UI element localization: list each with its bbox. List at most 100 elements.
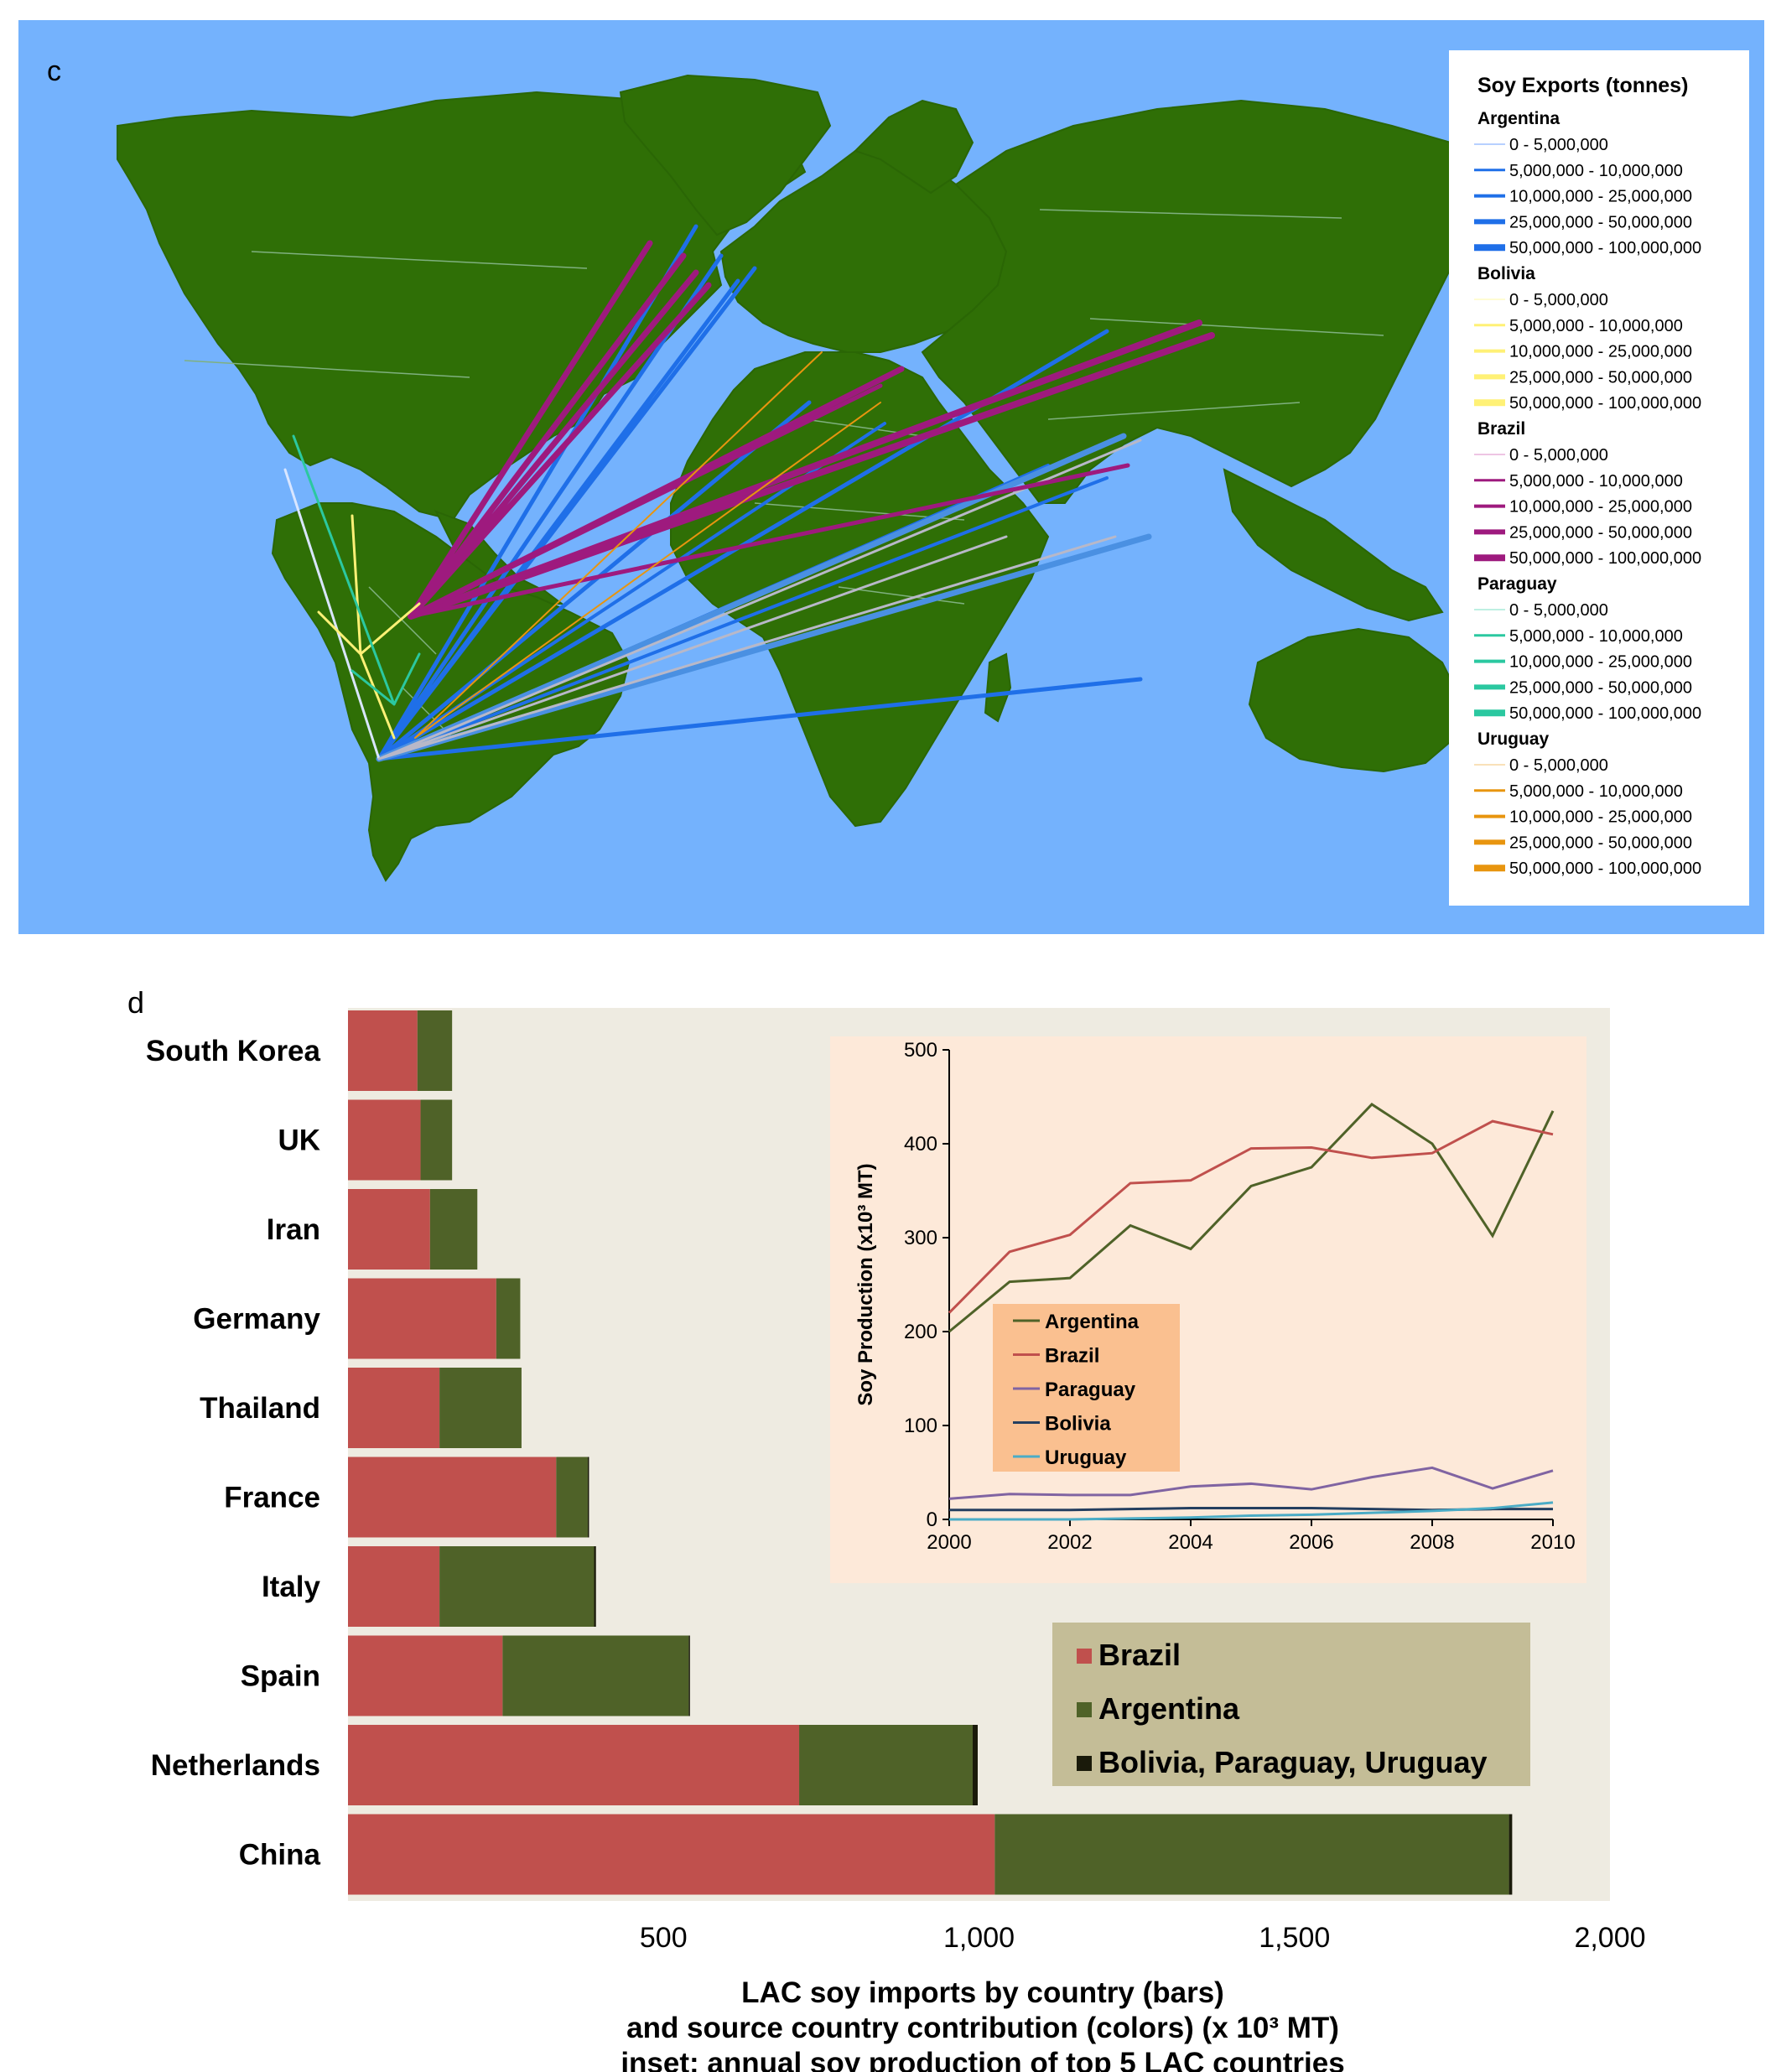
bar-x-axis-label: LAC soy imports by country (bars) and so… xyxy=(621,1976,1344,2072)
inset-legend-items: Argentina Brazil Paraguay Bolivia Uruguay xyxy=(1013,1311,1140,1469)
flows-grey xyxy=(377,439,1142,761)
bar-segment-argentina-south-korea xyxy=(417,1010,453,1091)
x-tick-label: 2,000 xyxy=(1574,1922,1645,1954)
map-legend-class-label: 25,000,000 - 50,000,000 xyxy=(1509,523,1692,542)
map-legend-class-label: 5,000,000 - 10,000,000 xyxy=(1509,472,1683,491)
inset-background xyxy=(830,1036,1586,1583)
bar-segment-argentina-uk xyxy=(420,1099,453,1181)
x-axis-label-line-2: and source country contribution (colors)… xyxy=(626,2012,1339,2044)
map-legend-group-brazil: Brazil xyxy=(1477,419,1525,439)
map-legend-class-label: 10,000,000 - 25,000,000 xyxy=(1509,653,1692,672)
bar-segment-brazil-south-korea xyxy=(348,1010,418,1091)
export-flows xyxy=(283,224,1215,762)
map-legend-class-label: 5,000,000 - 10,000,000 xyxy=(1509,782,1683,801)
landmass-greenland xyxy=(619,74,832,236)
inset-line-paraguay xyxy=(948,1466,1554,1500)
inset-x-tick-label: 2006 xyxy=(1289,1531,1333,1554)
inset-y-tick-label: 400 xyxy=(904,1133,937,1155)
inset-line-uruguay xyxy=(949,1501,1554,1521)
map-legend-class-label: 10,000,000 - 25,000,000 xyxy=(1509,498,1692,517)
landmass-australia xyxy=(1248,627,1461,773)
bar-segment-brazil-china xyxy=(348,1814,995,1895)
inset-y-tick-label: 200 xyxy=(904,1321,937,1343)
inset-x-ticks: 2000 2002 2004 2006 2008 2010 xyxy=(927,1519,1576,1554)
bar-segment-brazil-france xyxy=(348,1457,557,1538)
category-label-italy: Italy xyxy=(262,1571,321,1603)
inset-y-ticks: 0 100 200 300 400 500 xyxy=(904,1039,949,1531)
bar-segment-brazil-uk xyxy=(348,1099,421,1181)
map-legend-class-label: 0 - 5,000,000 xyxy=(1509,136,1608,154)
x-tick-label: 500 xyxy=(640,1922,688,1954)
flows-brazil xyxy=(408,383,1130,619)
panel-c: c xyxy=(18,20,1764,934)
bar-segment-argentina-thailand xyxy=(439,1368,522,1448)
map-legend-group-argentina: Argentina xyxy=(1477,109,1560,128)
map-legend-class-label: 10,000,000 - 25,000,000 xyxy=(1509,188,1692,206)
inset-x-tick-label: 2000 xyxy=(927,1531,971,1554)
flows-brazil-asia-thick xyxy=(408,319,1215,620)
panel-c-letter: c xyxy=(47,55,61,87)
landmass-madagascar xyxy=(984,652,1012,723)
category-label-spain: Spain xyxy=(241,1660,320,1693)
map-legend-box xyxy=(1449,50,1749,906)
map-legend-class-label: 50,000,000 - 100,000,000 xyxy=(1509,704,1701,723)
map-legend-class-label: 5,000,000 - 10,000,000 xyxy=(1509,162,1683,180)
inset-legend-label: Paraguay xyxy=(1045,1379,1136,1401)
category-label-uk: UK xyxy=(278,1124,320,1157)
bar-legend-label: Brazil xyxy=(1098,1638,1181,1672)
panel-d-letter: d xyxy=(127,985,144,1020)
flow-argentina-light xyxy=(283,468,381,761)
flows-argentina-thick xyxy=(376,433,1152,762)
inset-legend-label: Argentina xyxy=(1045,1311,1140,1333)
flows-paraguay xyxy=(292,434,421,706)
map-legend: Soy Exports (tonnes) Argentina 0 - 5,000,… xyxy=(1449,50,1749,906)
bar-segment-argentina-italy xyxy=(439,1546,595,1627)
inset-y-tick-label: 100 xyxy=(904,1415,937,1437)
x-tick-label: 1,500 xyxy=(1259,1922,1330,1954)
category-label-germany: Germany xyxy=(193,1303,320,1336)
category-label-china: China xyxy=(239,1839,321,1872)
bar-segment-argentina-germany xyxy=(496,1278,521,1359)
flows-argentina xyxy=(376,224,1143,761)
bar-legend-items: Brazil Argentina Bolivia, Paraguay, Urugua… xyxy=(1077,1638,1487,1779)
inset-x-tick-label: 2002 xyxy=(1047,1531,1092,1554)
border-lines xyxy=(184,209,1384,739)
bar-legend-swatch xyxy=(1077,1756,1092,1771)
inset-line-argentina xyxy=(948,1103,1555,1333)
bar-x-tick-labels: 500 1,000 1,500 2,000 xyxy=(640,1922,1646,1954)
flows-uruguay xyxy=(414,351,881,739)
inset-x-tick-label: 2008 xyxy=(1410,1531,1454,1554)
bar-segment-bolivia-paraguay-uruguay-china xyxy=(1509,1814,1513,1895)
map-legend-class-label: 50,000,000 - 100,000,000 xyxy=(1509,549,1701,568)
map-legend-class-label: 25,000,000 - 50,000,000 xyxy=(1509,213,1692,231)
map-legend-class-label: 50,000,000 - 100,000,000 xyxy=(1509,239,1701,257)
inset-y-tick-label: 500 xyxy=(904,1039,937,1062)
bar-segment-bolivia-paraguay-uruguay-italy xyxy=(594,1546,596,1627)
country-borders xyxy=(184,209,1384,739)
map-legend-class-label: 25,000,000 - 50,000,000 xyxy=(1509,678,1692,697)
landmass-south-america xyxy=(271,502,631,882)
map-legend-class-label: 25,000,000 - 50,000,000 xyxy=(1509,833,1692,852)
map-legend-class-label: 5,000,000 - 10,000,000 xyxy=(1509,627,1683,646)
bar-segment-argentina-france xyxy=(556,1457,588,1538)
map-legend-class-label: 0 - 5,000,000 xyxy=(1509,601,1608,620)
bar-segment-brazil-italy xyxy=(348,1546,440,1627)
map-legend-class-label: 0 - 5,000,000 xyxy=(1509,291,1608,309)
map-legend-class-label: 0 - 5,000,000 xyxy=(1509,446,1608,465)
map-legend-class-label: 5,000,000 - 10,000,000 xyxy=(1509,317,1683,335)
bar-segment-bolivia-paraguay-uruguay-spain xyxy=(688,1635,690,1716)
bar-legend-swatch xyxy=(1077,1702,1092,1717)
landmass-southeast-asia xyxy=(1223,468,1444,622)
landmass-asia xyxy=(921,99,1503,504)
map-legend-class-label: 25,000,000 - 50,000,000 xyxy=(1509,368,1692,387)
x-axis-label-line-1: LAC soy imports by country (bars) xyxy=(741,1976,1224,2009)
category-label-france: France xyxy=(224,1482,320,1514)
inset-chart: 0 100 200 300 400 500 2000 2002 2004 2006 2008 201… xyxy=(830,1036,1586,1583)
inset-line-brazil xyxy=(948,1119,1554,1314)
inset-legend-label: Uruguay xyxy=(1045,1446,1127,1469)
map-legend-class-label: 10,000,000 - 25,000,000 xyxy=(1509,808,1692,827)
category-label-iran: Iran xyxy=(267,1213,320,1246)
bars xyxy=(348,1010,1513,1895)
inset-y-tick-label: 300 xyxy=(904,1227,937,1249)
